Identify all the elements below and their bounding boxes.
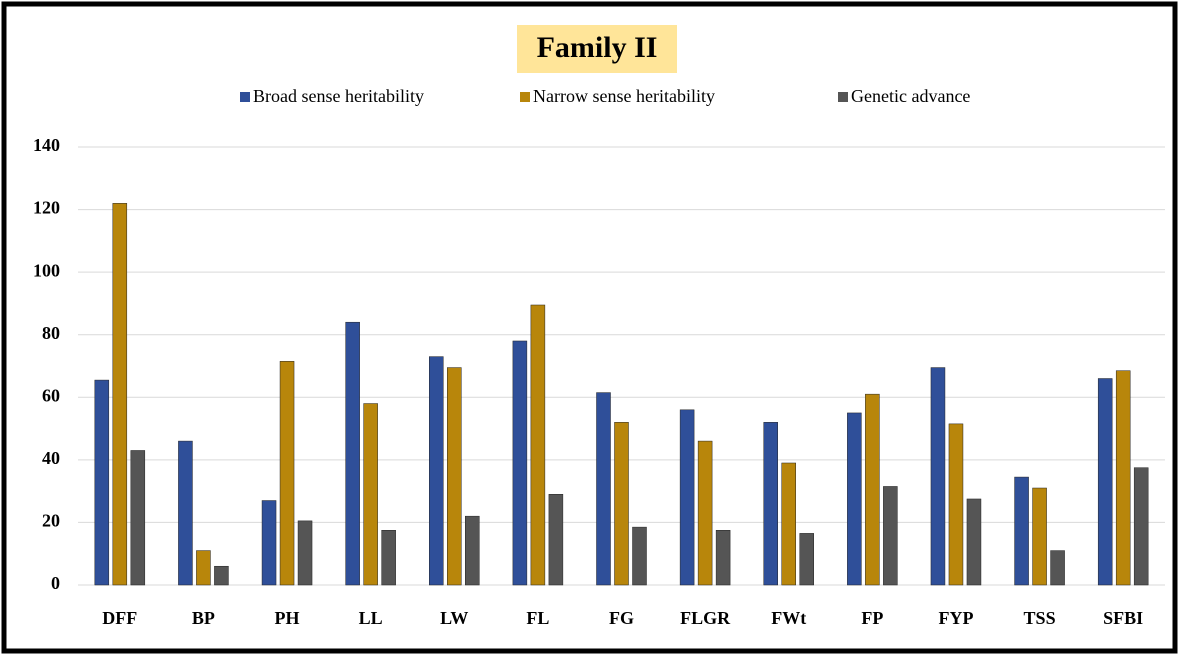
bar — [781, 462, 796, 586]
bar — [1050, 550, 1065, 586]
bar — [930, 367, 946, 586]
bar — [865, 393, 880, 586]
bar — [363, 403, 378, 586]
bar — [381, 530, 396, 586]
legend-swatch — [520, 92, 530, 102]
y-tick-label: 100 — [33, 260, 60, 280]
bar — [948, 423, 964, 586]
bar — [214, 565, 229, 586]
bar — [297, 520, 313, 586]
y-tick-label: 60 — [42, 385, 60, 405]
bar — [512, 340, 528, 586]
bar — [1133, 467, 1149, 586]
x-tick-label: DFF — [102, 608, 137, 628]
y-tick-label: 120 — [33, 198, 60, 218]
bar — [763, 422, 778, 586]
x-tick-label: TSS — [1024, 608, 1056, 628]
bar — [632, 526, 647, 586]
bar — [799, 533, 814, 586]
legend-label: Genetic advance — [851, 86, 970, 106]
y-tick-label: 20 — [42, 511, 60, 531]
bar — [1032, 487, 1047, 586]
legend-label: Narrow sense heritability — [533, 86, 715, 106]
x-tick-label: FLGR — [680, 608, 731, 628]
bar — [883, 486, 898, 586]
chart-title: Family II — [537, 31, 658, 64]
bar — [966, 498, 982, 586]
x-tick-label: LL — [359, 608, 383, 628]
legend-swatch — [240, 92, 250, 102]
bar — [447, 367, 462, 586]
bar — [548, 494, 564, 586]
y-tick-label: 140 — [33, 135, 60, 155]
bar — [261, 500, 277, 586]
x-tick-label: FP — [861, 608, 883, 628]
bar — [465, 515, 480, 586]
bar — [596, 392, 611, 586]
bar — [345, 321, 360, 586]
bar — [1014, 476, 1029, 586]
y-tick-label: 80 — [42, 323, 60, 343]
title-box — [517, 25, 677, 73]
x-tick-label: PH — [275, 608, 300, 628]
bar — [1115, 370, 1131, 586]
legend-swatch — [838, 92, 848, 102]
bar — [1097, 378, 1113, 586]
bar — [112, 203, 128, 586]
bar — [429, 356, 444, 586]
x-tick-label: FG — [609, 608, 634, 628]
bar — [697, 440, 713, 586]
y-tick-label: 40 — [42, 448, 60, 468]
x-tick-label: BP — [192, 608, 215, 628]
legend-label: Broad sense heritability — [253, 86, 424, 106]
x-tick-label: FL — [526, 608, 549, 628]
x-tick-label: FWt — [771, 608, 806, 628]
bar — [715, 530, 731, 586]
bar — [614, 422, 629, 586]
bar — [847, 412, 862, 586]
bar — [530, 304, 546, 586]
bar — [196, 550, 211, 586]
x-tick-label: FYP — [938, 608, 973, 628]
bar — [279, 361, 295, 586]
bar — [94, 379, 110, 586]
bar — [178, 440, 193, 586]
x-tick-label: LW — [440, 608, 468, 628]
bar — [130, 450, 146, 586]
x-tick-label: SFBI — [1103, 608, 1143, 628]
y-tick-label: 0 — [51, 573, 60, 593]
bar — [679, 409, 695, 586]
